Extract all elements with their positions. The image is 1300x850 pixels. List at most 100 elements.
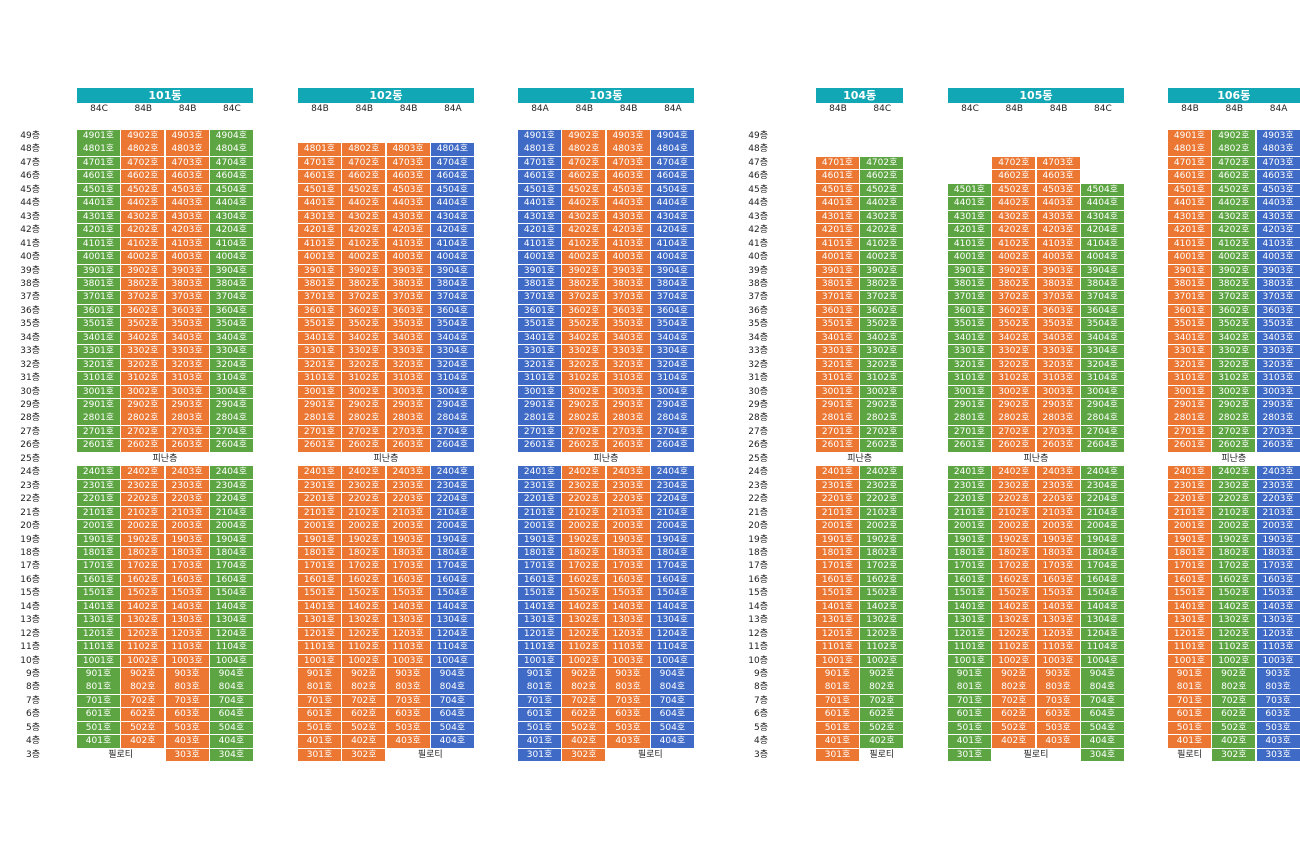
unit-cell: 4702호 — [342, 156, 386, 170]
unit-cell: 4103호 — [165, 237, 209, 251]
unit-cell: 1902호 — [342, 533, 386, 546]
unit-cell: 4401호 — [816, 197, 859, 210]
unit-cell: 4001호 — [518, 251, 561, 264]
unit-cell: 4003호 — [1256, 251, 1300, 264]
unit-cell: 2901호 — [1168, 399, 1211, 412]
unit-cell: 402호 — [992, 735, 1036, 748]
unit-cell: 4704호 — [650, 156, 694, 170]
unit-cell: 1802호 — [562, 546, 606, 560]
unit-cell: 501호 — [77, 721, 120, 735]
floor-label: 9층 — [25, 669, 40, 679]
floor-label: 35층 — [20, 319, 40, 330]
unit-cell: 903호 — [606, 668, 650, 681]
unit-type-label: 84C — [961, 104, 979, 114]
unit-cell: 3501호 — [518, 318, 561, 331]
unit-cell: 4104호 — [430, 237, 474, 251]
unit-cell: 3002호 — [121, 385, 165, 399]
unit-cell: 302호 — [1212, 748, 1256, 762]
floor-label: 23층 — [748, 480, 768, 491]
unit-cell: 2801호 — [948, 412, 991, 425]
piloti-label: 필로티 — [417, 749, 443, 760]
unit-cell: 3802호 — [992, 277, 1036, 291]
unit-cell: 401호 — [298, 735, 341, 748]
floor-label: 30층 — [20, 386, 40, 397]
unit-cell: 3804호 — [1080, 277, 1124, 291]
unit-cell: 4803호 — [165, 143, 209, 156]
unit-cell: 1602호 — [1212, 573, 1256, 587]
unit-cell: 803호 — [606, 681, 650, 694]
unit-cell: 1503호 — [606, 587, 650, 600]
unit-cell: 3103호 — [1256, 372, 1300, 385]
unit-type-label: 84B — [1225, 104, 1244, 114]
unit-cell: 3704호 — [209, 291, 253, 304]
unit-cell: 2901호 — [518, 399, 561, 412]
unit-cell: 3003호 — [386, 385, 430, 399]
unit-cell: 3401호 — [948, 331, 991, 345]
unit-cell: 503호 — [1256, 721, 1300, 735]
unit-cell: 603호 — [1256, 708, 1300, 721]
unit-cell: 4803호 — [1256, 143, 1300, 156]
unit-cell: 4003호 — [606, 251, 650, 264]
unit-cell: 2101호 — [948, 506, 991, 520]
unit-cell: 3701호 — [948, 291, 991, 304]
unit-cell: 1501호 — [948, 587, 991, 600]
unit-cell: 302호 — [562, 748, 606, 762]
unit-cell: 804호 — [1080, 681, 1124, 694]
unit-cell: 2402호 — [562, 466, 606, 479]
unit-cell: 1101호 — [816, 641, 859, 654]
unit-cell: 4301호 — [77, 210, 120, 224]
unit-cell: 2601호 — [518, 439, 561, 452]
unit-cell: 1103호 — [1256, 641, 1300, 654]
unit-cell: 2902호 — [1212, 399, 1256, 412]
floor-label: 26층 — [748, 440, 768, 451]
unit-cell: 3101호 — [518, 372, 561, 385]
unit-cell: 4303호 — [1256, 210, 1300, 224]
unit-cell: 1103호 — [1036, 641, 1080, 654]
unit-type-label: 84A — [664, 104, 682, 114]
unit-cell: 3203호 — [1036, 358, 1080, 372]
unit-cell: 2104호 — [430, 506, 474, 520]
unit-cell: 3503호 — [1036, 318, 1080, 331]
unit-cell: 4601호 — [298, 170, 341, 183]
unit-cell: 3302호 — [992, 345, 1036, 358]
unit-cell: 4402호 — [562, 197, 606, 210]
unit-cell: 4701호 — [518, 156, 561, 170]
unit-cell: 1502호 — [562, 587, 606, 600]
unit-cell: 1902호 — [562, 533, 606, 546]
unit-cell: 802호 — [562, 681, 606, 694]
unit-cell: 3603호 — [606, 304, 650, 318]
unit-cell: 403호 — [606, 735, 650, 748]
floor-label: 19층 — [20, 534, 40, 545]
unit-cell: 702호 — [342, 694, 386, 708]
unit-cell: 4602호 — [342, 170, 386, 183]
unit-cell: 1602호 — [992, 573, 1036, 587]
unit-cell: 703호 — [165, 694, 209, 708]
unit-cell: 1501호 — [1168, 587, 1211, 600]
unit-cell: 3102호 — [1212, 372, 1256, 385]
unit-cell: 4503호 — [1256, 183, 1300, 197]
unit-cell: 4102호 — [342, 237, 386, 251]
unit-cell: 4801호 — [518, 143, 561, 156]
unit-cell: 4901호 — [1168, 130, 1211, 143]
unit-cell: 2401호 — [77, 466, 120, 479]
unit-cell: 4302호 — [121, 210, 165, 224]
unit-cell: 1904호 — [430, 533, 474, 546]
unit-cell: 2204호 — [430, 493, 474, 506]
unit-cell: 4801호 — [298, 143, 341, 156]
unit-cell: 903호 — [1036, 668, 1080, 681]
unit-cell: 3601호 — [816, 304, 859, 318]
unit-cell: 1002호 — [562, 654, 606, 668]
unit-cell: 2403호 — [606, 466, 650, 479]
unit-cell: 1201호 — [518, 627, 561, 641]
unit-cell: 501호 — [298, 721, 341, 735]
unit-cell: 1402호 — [1212, 600, 1256, 614]
unit-cell: 4003호 — [165, 251, 209, 264]
unit-cell: 1203호 — [1036, 627, 1080, 641]
unit-cell: 4603호 — [386, 170, 430, 183]
floor-label: 48층 — [20, 144, 40, 155]
unit-cell: 2102호 — [342, 506, 386, 520]
unit-cell: 1602호 — [562, 573, 606, 587]
unit-cell: 4201호 — [816, 224, 859, 237]
unit-cell: 1803호 — [1036, 546, 1080, 560]
unit-cell: 1201호 — [816, 627, 859, 641]
